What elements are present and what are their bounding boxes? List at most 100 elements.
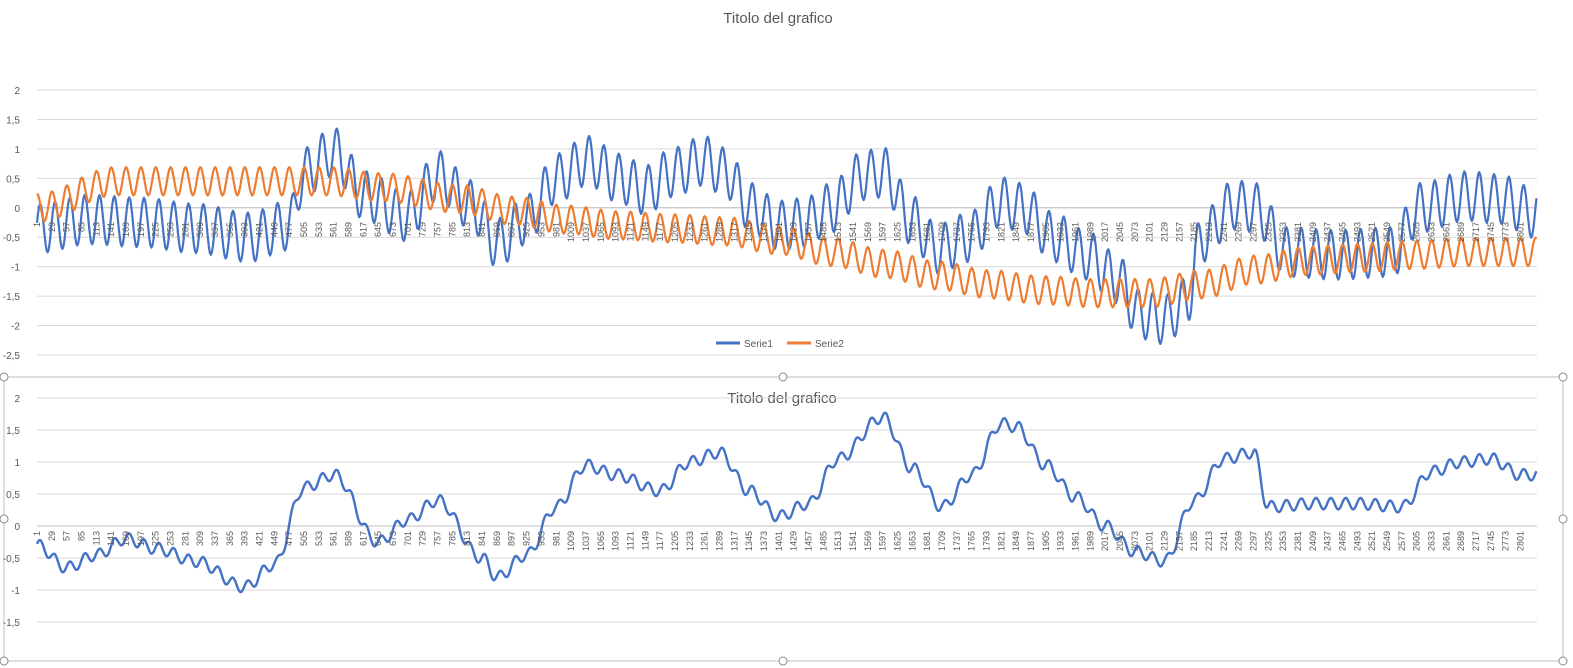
x-tick-label: 2689 xyxy=(1456,531,1466,551)
y-tick-label: 1 xyxy=(14,458,20,469)
x-tick-label: 617 xyxy=(358,531,368,546)
x-tick-label: 1093 xyxy=(611,531,621,551)
x-tick-label: 1233 xyxy=(685,222,695,242)
chart-top-y-axis-labels: 2 1,5 1 0,5 0 -0,5 -1 -1,5 -2 -2,5 xyxy=(3,86,21,362)
x-tick-label: 2073 xyxy=(1130,531,1140,551)
chart-bottom-y-axis-labels: 2 1,5 1 0,5 0 -0,5 -1 -1,5 xyxy=(3,394,21,629)
resize-handle-top-left[interactable] xyxy=(0,372,9,382)
chart-top[interactable]: Titolo del grafico 2 1,5 1 0,5 0 -0,5 -1 -1,5 -2… xyxy=(3,0,1558,362)
chart-bottom-frame xyxy=(3,376,1564,662)
x-tick-label: 1401 xyxy=(774,222,784,242)
resize-handle-bottom-right[interactable] xyxy=(1558,656,1568,666)
x-tick-label: 981 xyxy=(551,222,561,237)
y-tick-label: -2,5 xyxy=(3,351,21,362)
x-tick-label: 2521 xyxy=(1367,531,1377,551)
x-tick-label: 1961 xyxy=(1071,531,1081,551)
x-tick-label: 85 xyxy=(77,531,87,541)
x-tick-label: 953 xyxy=(536,222,546,237)
x-tick-label: 1765 xyxy=(967,531,977,551)
x-tick-label: 785 xyxy=(447,222,457,237)
x-tick-label: 2605 xyxy=(1412,222,1422,242)
x-tick-label: 1065 xyxy=(596,531,606,551)
resize-handle-bottom-left[interactable] xyxy=(0,656,9,666)
y-tick-label: -1 xyxy=(11,263,20,274)
x-tick-label: 785 xyxy=(447,531,457,546)
x-tick-label: 1149 xyxy=(640,531,650,550)
chart-top-gridlines xyxy=(37,89,1537,356)
chart-bottom[interactable]: Titolo del grafico 21,510,50-0,5-1-1,5 1… xyxy=(0,372,1568,666)
x-tick-label: 1737 xyxy=(952,531,962,551)
x-tick-label: 2073 xyxy=(1130,222,1140,242)
resize-handle-top-center[interactable] xyxy=(778,372,788,382)
x-tick-label: 2409 xyxy=(1308,222,1318,242)
x-tick-label: 1541 xyxy=(848,531,858,551)
y-tick-label: -1 xyxy=(11,586,20,597)
x-tick-label: 141 xyxy=(106,531,116,546)
resize-handle-middle-right[interactable] xyxy=(1558,514,1568,524)
x-tick-label: 1625 xyxy=(893,531,903,551)
resize-handle-bottom-center[interactable] xyxy=(778,656,788,666)
x-tick-label: 1289 xyxy=(714,531,724,551)
x-tick-label: 477 xyxy=(284,222,294,237)
x-tick-label: 1261 xyxy=(700,222,710,242)
x-tick-label: 2045 xyxy=(1115,222,1125,242)
x-tick-label: 2801 xyxy=(1516,531,1526,551)
resize-handle-middle-left[interactable] xyxy=(0,514,9,524)
x-tick-label: 253 xyxy=(166,222,176,237)
x-tick-label: 1345 xyxy=(744,222,754,242)
y-tick-label: -1,5 xyxy=(3,618,21,629)
series-line-serie2 xyxy=(36,166,1538,309)
x-tick-label: 925 xyxy=(522,222,532,237)
x-tick-label: 2297 xyxy=(1249,531,1259,551)
x-tick-label: 1989 xyxy=(1085,222,1095,242)
chart-bottom-series xyxy=(35,411,1538,594)
x-tick-label: 2157 xyxy=(1174,531,1184,551)
x-tick-label: 113 xyxy=(91,222,101,236)
x-tick-label: 169 xyxy=(121,531,131,546)
x-tick-label: 449 xyxy=(269,222,279,237)
x-tick-label: 2577 xyxy=(1397,531,1407,551)
x-tick-label: 1513 xyxy=(833,222,843,242)
chart-bottom-resize-handles[interactable] xyxy=(0,372,1568,666)
x-tick-label: 533 xyxy=(314,531,324,546)
y-tick-label: 1 xyxy=(14,145,20,156)
x-tick-label: 2353 xyxy=(1278,531,1288,551)
x-tick-label: 2689 xyxy=(1456,222,1466,242)
x-tick-label: 1821 xyxy=(996,222,1006,242)
x-tick-label: 1653 xyxy=(907,222,917,242)
x-tick-label: 1065 xyxy=(596,222,606,242)
x-tick-label: 561 xyxy=(329,531,339,546)
x-tick-label: 281 xyxy=(180,531,190,546)
x-tick-label: 225 xyxy=(151,222,161,237)
x-tick-label: 2381 xyxy=(1293,531,1303,551)
x-tick-label: 1821 xyxy=(996,531,1006,551)
x-tick-label: 1121 xyxy=(625,531,635,550)
x-tick-label: 1177 xyxy=(655,531,665,550)
resize-handle-top-right[interactable] xyxy=(1558,372,1568,382)
x-tick-label: 589 xyxy=(344,222,354,237)
y-tick-label: 1,5 xyxy=(6,426,20,437)
x-tick-label: 1989 xyxy=(1085,531,1095,551)
x-tick-label: 169 xyxy=(121,222,131,237)
x-tick-label: 2409 xyxy=(1308,531,1318,551)
x-tick-label: 197 xyxy=(136,531,146,546)
x-tick-label: 1 xyxy=(32,531,42,536)
x-tick-label: 2213 xyxy=(1204,531,1214,551)
x-tick-label: 729 xyxy=(418,531,428,546)
x-tick-label: 449 xyxy=(269,531,279,546)
x-tick-label: 2241 xyxy=(1219,531,1229,551)
x-tick-label: 1121 xyxy=(625,222,635,241)
x-tick-label: 2661 xyxy=(1441,531,1451,551)
x-tick-label: 2549 xyxy=(1382,222,1392,242)
x-tick-label: 1905 xyxy=(1041,531,1051,551)
chart-top-x-axis-labels: 1 29 57 85 113 141 169 197 225 253 281 309 337 365 393… xyxy=(32,222,1526,242)
x-tick-label: 1485 xyxy=(818,531,828,551)
x-tick-label: 2269 xyxy=(1234,222,1244,242)
x-tick-label: 309 xyxy=(195,222,205,237)
x-tick-label: 365 xyxy=(225,222,235,237)
x-tick-label: 1289 xyxy=(714,222,724,242)
x-tick-label: 1709 xyxy=(937,222,947,242)
x-tick-label: 29 xyxy=(47,531,57,541)
x-tick-label: 2045 xyxy=(1115,531,1125,551)
x-tick-label: 505 xyxy=(299,222,309,237)
